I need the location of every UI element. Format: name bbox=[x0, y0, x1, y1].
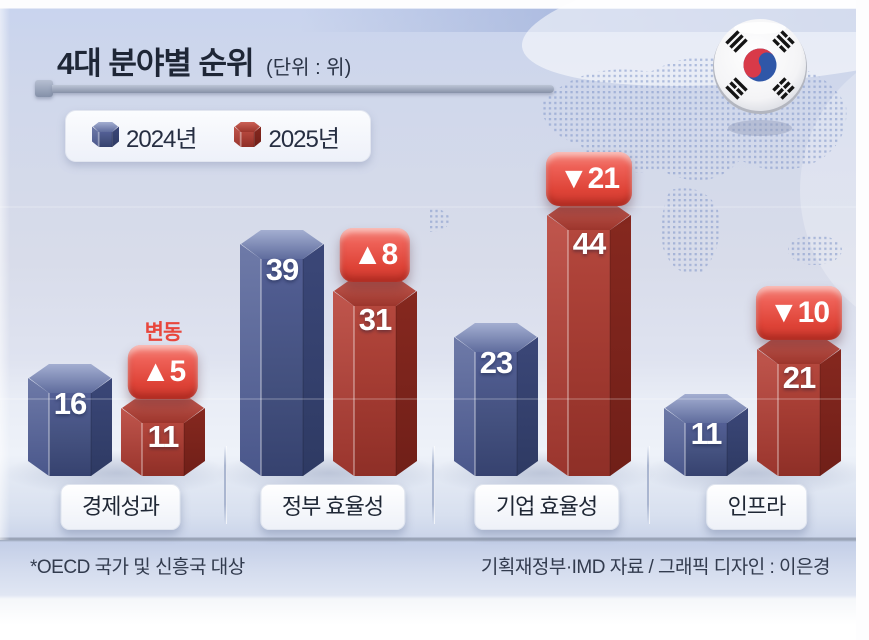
legend-marker-2024-icon bbox=[92, 121, 119, 152]
gridline bbox=[0, 206, 856, 208]
bar-2024-1 bbox=[240, 230, 324, 476]
group-separator bbox=[647, 446, 650, 524]
bar-2024-2 bbox=[454, 323, 538, 476]
bar-2024-0 bbox=[28, 364, 112, 476]
unit-label: (단위 : 위) bbox=[266, 57, 352, 79]
bar-2024-3 bbox=[664, 394, 748, 476]
category-label: 경제성과 bbox=[60, 484, 181, 530]
bar-value-2025: 11 bbox=[147, 419, 180, 454]
footer: *OECD 국가 및 신흥국 대상 기획재정부·IMD 자료 / 그래픽 디자인… bbox=[0, 552, 856, 579]
bar-2025-2 bbox=[547, 201, 631, 476]
legend-marker-red bbox=[234, 121, 262, 147]
legend-item-2025: 2025년 bbox=[234, 119, 340, 154]
bar-2025-1 bbox=[333, 277, 417, 476]
right-margin bbox=[856, 0, 869, 640]
korea-flag-icon bbox=[713, 19, 807, 136]
bar-value-2024: 16 bbox=[53, 386, 87, 421]
bar-2025-3 bbox=[757, 335, 841, 476]
group-separator bbox=[224, 446, 227, 524]
rod-cap bbox=[35, 80, 53, 97]
legend-marker-2025-icon bbox=[234, 121, 262, 152]
footer-credit: 기획재정부·IMD 자료 / 그래픽 디자인 : 이은경 bbox=[480, 557, 831, 578]
bar-value-2025: 44 bbox=[572, 226, 606, 261]
bar-value-2024: 23 bbox=[479, 345, 513, 380]
category-label: 인프라 bbox=[705, 484, 808, 530]
bar-value-2024: 11 bbox=[690, 416, 723, 451]
change-badge: ▼21 bbox=[545, 152, 633, 206]
change-badge: ▲5 bbox=[127, 345, 199, 399]
gridline bbox=[0, 398, 856, 400]
rod-body bbox=[52, 85, 554, 93]
footer-note: *OECD 국가 및 신흥국 대상 bbox=[30, 557, 245, 578]
legend-label-2025: 2025년 bbox=[268, 125, 339, 153]
category-label: 정부 효율성 bbox=[259, 484, 406, 530]
bar-value-2024: 39 bbox=[265, 252, 299, 287]
bar-value-2025: 21 bbox=[782, 360, 816, 395]
change-badge: ▲8 bbox=[339, 228, 411, 282]
left-edge-fade bbox=[0, 8, 10, 540]
group-separator bbox=[432, 446, 435, 524]
legend-item-2024: 2024년 bbox=[92, 119, 197, 154]
legend-box: 2024년 2025년 bbox=[65, 110, 371, 162]
title-text: 4대 분야별 순위 bbox=[57, 46, 255, 81]
legend-marker-blue bbox=[92, 121, 119, 147]
page-title: 4대 분야별 순위 (단위 : 위) bbox=[57, 38, 351, 83]
change-note-label: 변동 bbox=[144, 321, 183, 344]
change-badge: ▼10 bbox=[755, 286, 843, 340]
bar-2025-0 bbox=[121, 394, 205, 476]
legend-label-2024: 2024년 bbox=[126, 125, 197, 153]
category-label: 기업 효율성 bbox=[473, 484, 620, 530]
bar-value-2025: 31 bbox=[358, 302, 392, 337]
